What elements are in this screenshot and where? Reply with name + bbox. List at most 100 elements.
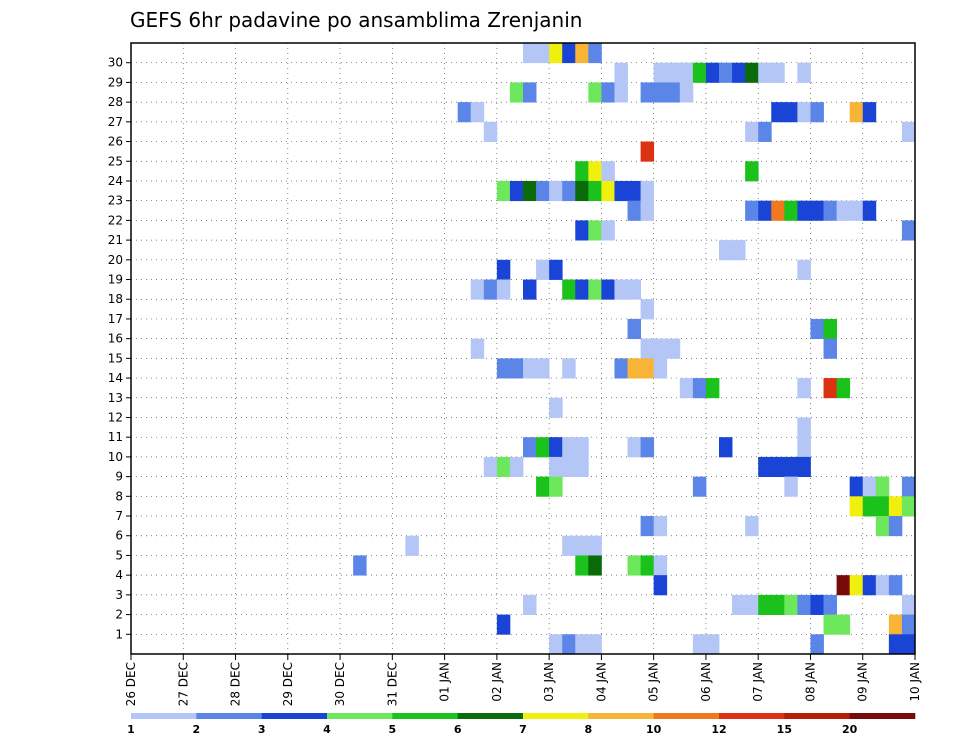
y-tick-label: 18 (108, 292, 123, 306)
heatmap-cell (758, 62, 772, 83)
heatmap-cell (666, 62, 681, 83)
y-tick-label: 8 (115, 489, 123, 503)
legend-label: 10 (646, 723, 662, 736)
heatmap-cell (640, 82, 655, 103)
heatmap-cell (823, 378, 837, 399)
heatmap-cell (627, 318, 641, 340)
heatmap-cell (509, 358, 524, 379)
heatmap-cell (784, 594, 798, 615)
y-axis-ticks: 1234567891011121314151617181920212223242… (108, 56, 131, 641)
heatmap-cell (470, 279, 485, 300)
heatmap-cell (640, 437, 655, 458)
heatmap-cell (784, 476, 798, 497)
heatmap-cell (653, 516, 668, 537)
heatmap-cell (784, 200, 798, 221)
heatmap-cell (536, 437, 550, 458)
heatmap-cell (483, 279, 498, 300)
legend-label: 20 (842, 723, 858, 736)
heatmap-cell (653, 358, 668, 379)
heatmap-cell (588, 180, 602, 202)
heatmap-cells (353, 43, 916, 655)
heatmap-cell (653, 62, 668, 83)
heatmap-cell (797, 594, 811, 615)
heatmap-cell (797, 200, 811, 221)
heatmap-cell (666, 82, 681, 103)
x-tick-label: 03 JAN (542, 662, 556, 702)
heatmap-cell (784, 102, 798, 123)
heatmap-cell (758, 594, 772, 615)
grid (131, 43, 915, 654)
chart-title: GEFS 6hr padavine po ansamblima Zrenjani… (130, 8, 582, 32)
y-tick-label: 7 (115, 509, 123, 523)
heatmap-cell (457, 102, 472, 123)
heatmap-cell (862, 200, 877, 221)
legend-swatch (523, 713, 589, 719)
x-tick-label: 31 DEC (385, 662, 399, 706)
heatmap-cell (875, 516, 890, 537)
legend-swatch (131, 713, 197, 719)
x-tick-label: 28 DEC (229, 662, 243, 706)
y-tick-label: 22 (108, 213, 123, 227)
y-tick-label: 15 (108, 351, 123, 365)
heatmap-cell (405, 535, 419, 556)
y-tick-label: 26 (108, 135, 123, 149)
y-tick-label: 12 (108, 410, 123, 424)
heatmap-cell (771, 200, 785, 221)
y-tick-label: 13 (108, 391, 123, 405)
heatmap-cell (601, 279, 615, 300)
heatmap-cell (719, 437, 733, 458)
heatmap-cell (836, 378, 851, 399)
heatmap-cell (719, 62, 733, 83)
heatmap-cell (614, 358, 628, 379)
heatmap-cell (549, 397, 563, 418)
heatmap-cell (483, 121, 498, 142)
heatmap-cell (666, 338, 681, 359)
y-tick-label: 19 (108, 273, 123, 287)
heatmap-cell (562, 279, 576, 300)
heatmap-cell (536, 358, 550, 379)
heatmap-cell (562, 358, 576, 379)
heatmap-cell (549, 259, 563, 280)
heatmap-cell (732, 594, 746, 615)
heatmap-cell (470, 338, 485, 359)
heatmap-cell (549, 634, 563, 655)
heatmap-cell (823, 594, 837, 615)
y-tick-label: 2 (115, 608, 123, 622)
heatmap-cell (823, 200, 837, 221)
y-tick-label: 23 (108, 194, 123, 208)
heatmap-cell (562, 535, 576, 556)
heatmap-cell (653, 338, 668, 359)
heatmap-cell (562, 437, 576, 458)
legend-label: 7 (519, 723, 527, 736)
heatmap-cell (692, 378, 707, 399)
heatmap-cell (627, 200, 641, 221)
heatmap-cell (745, 516, 759, 537)
y-tick-label: 28 (108, 95, 123, 109)
heatmap-cell (797, 417, 811, 438)
legend-swatch (261, 713, 328, 719)
heatmap-cell (575, 220, 589, 241)
heatmap-cell (549, 456, 563, 478)
y-tick-label: 29 (108, 75, 123, 89)
x-tick-label: 04 JAN (594, 662, 608, 702)
y-tick-label: 21 (108, 233, 123, 247)
heatmap-cell (562, 634, 576, 655)
heatmap-cell (575, 634, 589, 655)
heatmap-cell (797, 456, 811, 478)
y-tick-label: 1 (115, 627, 123, 641)
heatmap-cell (862, 476, 877, 497)
legend-swatch (849, 713, 916, 719)
heatmap-cell (901, 476, 916, 497)
heatmap-cell (536, 476, 550, 497)
heatmap-cell (588, 279, 602, 300)
heatmap-cell (810, 102, 824, 123)
heatmap-cell (640, 180, 655, 202)
heatmap-cell (509, 82, 524, 103)
legend-label: 15 (777, 723, 792, 736)
x-tick-label: 10 JAN (908, 662, 922, 702)
heatmap-cell (575, 180, 589, 202)
heatmap-cell (679, 82, 694, 103)
heatmap-cell (836, 575, 851, 596)
heatmap-cell (836, 614, 851, 635)
